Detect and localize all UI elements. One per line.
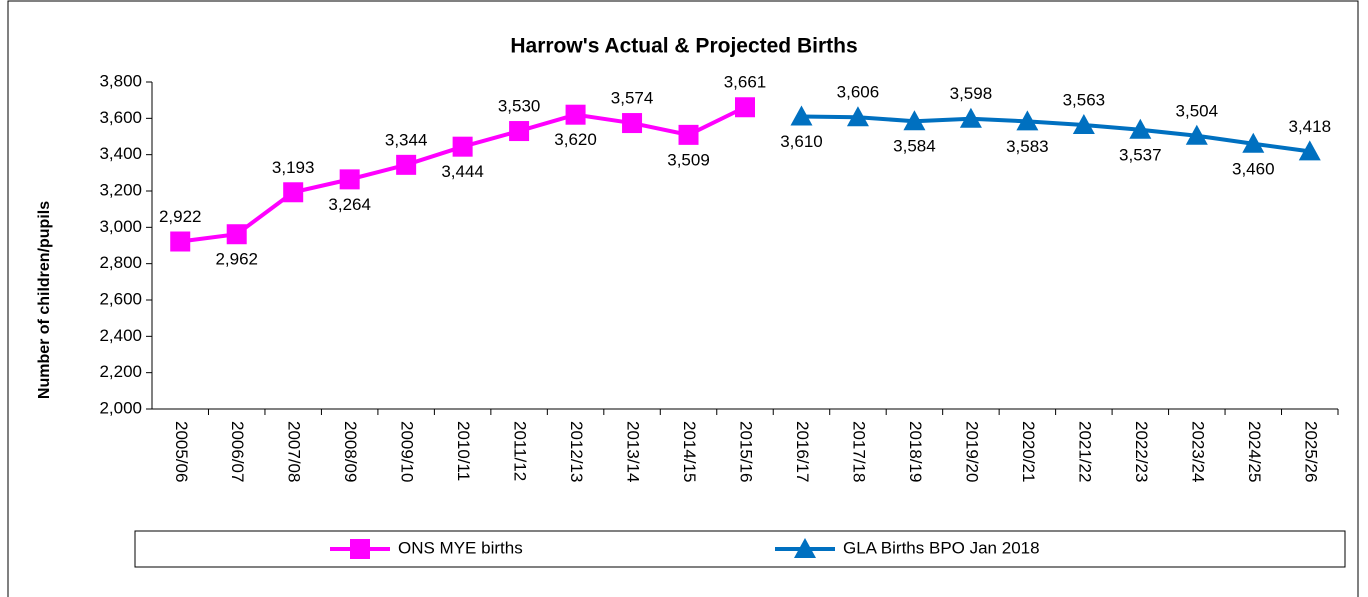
y-tick-label: 2,200 [99,362,142,381]
marker [1242,132,1265,153]
marker [1298,140,1321,161]
y-tick-label: 2,400 [99,326,142,345]
marker [1185,124,1208,145]
y-axis-label: Number of children/pupils [36,201,53,399]
data-label: 3,606 [837,83,880,102]
marker [452,136,473,157]
marker [846,106,869,127]
marker [959,107,982,128]
x-tick-label: 2014/15 [680,421,699,482]
marker [396,154,417,175]
series-line [801,114,1311,154]
marker [226,224,247,245]
marker [1072,114,1095,135]
data-label: 3,460 [1232,159,1275,178]
data-label: 3,264 [328,195,371,214]
data-label: 3,344 [385,130,428,149]
data-label: 3,418 [1288,117,1331,136]
marker [565,104,586,125]
data-label: 3,509 [667,150,710,169]
x-tick-label: 2008/09 [341,421,360,482]
data-label: 2,962 [215,250,258,269]
x-tick-label: 2013/14 [624,421,643,482]
marker [794,538,816,558]
data-label: 3,584 [893,137,936,156]
marker [903,110,926,131]
data-label: 3,583 [1006,137,1049,156]
marker [790,105,813,126]
legend-label: ONS MYE births [398,538,523,557]
legend-box [134,530,1346,568]
x-tick-label: 2018/19 [906,421,925,482]
x-tick-label: 2019/20 [962,421,981,482]
y-tick-label: 3,400 [99,144,142,163]
data-label: 3,610 [780,132,823,151]
data-label: 2,922 [159,207,202,226]
data-label: 3,530 [498,97,541,116]
data-label: 3,444 [441,162,484,181]
x-tick-label: 2005/06 [172,421,191,482]
y-tick-label: 2,800 [99,253,142,272]
marker [1129,118,1152,139]
y-tick-label: 3,000 [99,217,142,236]
data-label: 3,661 [724,73,767,92]
x-tick-label: 2009/10 [398,421,417,482]
data-label: 3,574 [611,89,654,108]
y-tick-label: 3,600 [99,108,142,127]
data-label: 3,537 [1119,145,1162,164]
x-tick-label: 2020/21 [1019,421,1038,482]
x-tick-label: 2016/17 [793,421,812,482]
x-tick-label: 2010/11 [454,421,473,481]
x-tick-label: 2022/23 [1132,421,1151,482]
x-tick-label: 2017/18 [849,421,868,482]
marker [622,113,643,134]
marker [350,539,370,559]
x-tick-label: 2024/25 [1245,421,1264,482]
x-tick-label: 2021/22 [1075,421,1094,482]
marker [283,182,304,203]
x-tick-label: 2012/13 [567,421,586,482]
data-label: 3,504 [1176,101,1219,120]
x-tick-label: 2023/24 [1188,421,1207,482]
marker [339,169,360,190]
x-tick-label: 2015/16 [737,421,756,482]
y-tick-label: 2,600 [99,289,142,308]
y-tick-label: 3,200 [99,180,142,199]
x-tick-label: 2025/26 [1301,421,1320,482]
chart-title: Harrow's Actual & Projected Births [510,35,857,58]
data-label: 3,598 [950,84,993,103]
y-tick-label: 2,000 [99,398,142,417]
data-label: 3,193 [272,158,315,177]
x-tick-label: 2007/08 [285,421,304,482]
x-tick-label: 2011/12 [511,421,530,481]
marker [735,97,755,118]
marker [678,124,699,145]
marker [1016,110,1039,131]
legend-label: GLA Births BPO Jan 2018 [843,538,1040,557]
x-tick-label: 2006/07 [228,421,247,482]
data-label: 3,563 [1063,91,1106,110]
chart-frame [7,0,1359,597]
data-label: 3,620 [554,130,597,149]
y-tick-label: 3,800 [99,71,142,90]
marker [509,121,530,142]
marker [170,231,191,252]
